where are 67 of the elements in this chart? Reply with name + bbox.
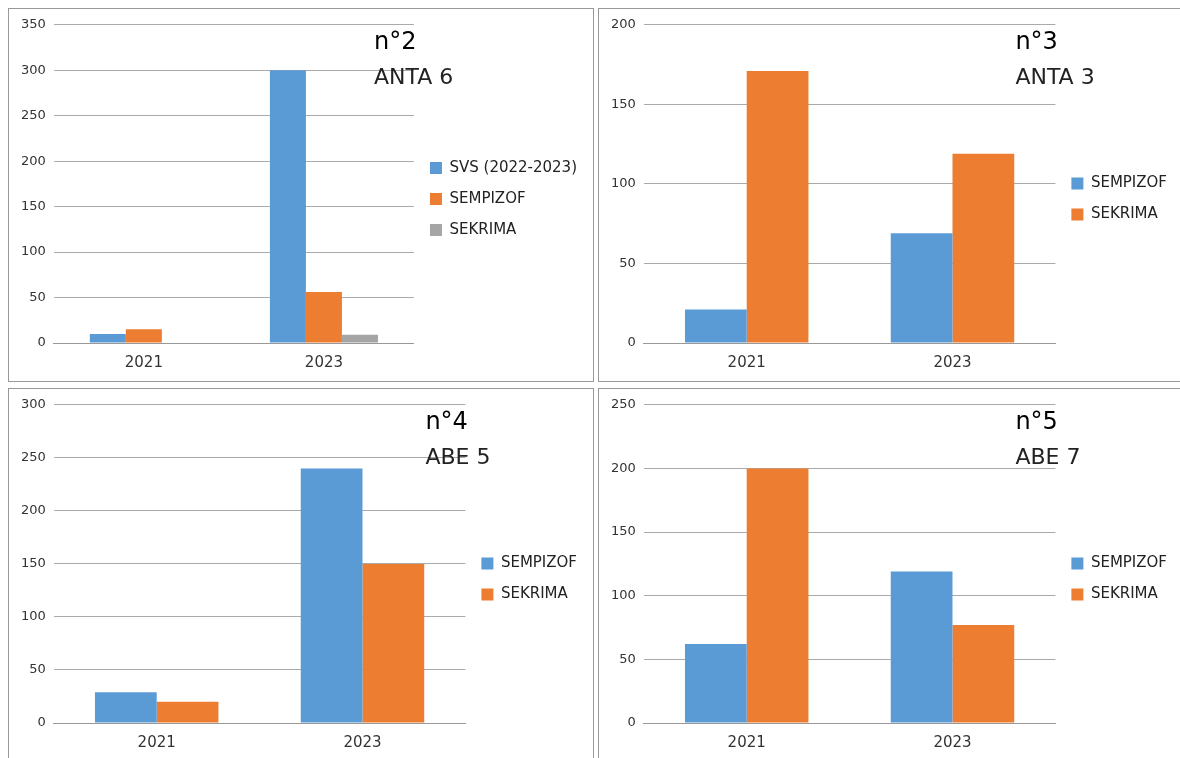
text: ANTA 6: [373, 63, 454, 89]
legend-label: SEKRIMA: [1090, 204, 1159, 223]
chart-title: n°3: [1015, 27, 1058, 56]
bar: [305, 292, 342, 343]
bar: [156, 701, 219, 723]
y-tick-label: 250: [610, 396, 636, 412]
x-tick-label: 2023: [304, 352, 344, 371]
bar: [269, 70, 306, 343]
y-tick-label: 100: [20, 243, 46, 259]
y-tick-label: 200: [20, 152, 46, 168]
y-tick-label: 150: [610, 95, 636, 111]
y-tick-label: 0: [627, 714, 636, 730]
y-tick-label: 300: [20, 396, 46, 412]
y-tick-label: 0: [627, 334, 636, 350]
y-tick-label: 50: [29, 661, 46, 677]
legend-label: SEKRIMA: [500, 584, 569, 603]
legend-label: SEKRIMA: [1090, 584, 1159, 603]
bar: [362, 563, 425, 723]
x-tick-label: 2023: [933, 732, 972, 751]
y-tick-label: 50: [619, 650, 636, 666]
y-tick-label: 0: [37, 334, 46, 350]
x-tick-label: 2021: [727, 732, 766, 751]
bar: [684, 309, 747, 343]
bar: [952, 153, 1015, 343]
y-tick-label: 50: [619, 254, 636, 270]
y-tick-label: 50: [29, 288, 46, 304]
bar: [125, 329, 162, 343]
chart-title: n°4: [425, 407, 468, 436]
x-tick-label: 2023: [343, 732, 382, 751]
y-tick-label: 100: [610, 587, 636, 603]
text: ABE 7: [1015, 443, 1081, 469]
y-tick-label: 200: [20, 502, 46, 518]
y-tick-label: 150: [20, 198, 46, 213]
chart-title: n°2: [373, 27, 417, 56]
y-tick-label: 150: [610, 523, 636, 539]
bar: [94, 692, 157, 723]
y-tick-label: 0: [37, 714, 46, 730]
x-tick-label: 2023: [933, 352, 972, 371]
y-tick-label: 200: [610, 16, 636, 32]
y-tick-label: 200: [610, 459, 636, 475]
bar: [890, 233, 953, 343]
legend-label: SEMPIZOF: [449, 188, 526, 207]
x-tick-label: 2021: [124, 352, 163, 371]
legend-label: SEMPIZOF: [1090, 553, 1167, 572]
text: ANTA 3: [1015, 63, 1095, 89]
text: ABE 5: [425, 443, 491, 469]
bar: [746, 70, 809, 343]
y-tick-label: 250: [20, 449, 46, 465]
x-tick-label: 2021: [137, 732, 176, 751]
bar: [746, 468, 809, 723]
bar: [300, 468, 363, 723]
y-tick-label: 100: [610, 175, 636, 191]
y-tick-label: 150: [20, 555, 46, 571]
y-tick-label: 300: [20, 61, 46, 77]
bar: [684, 644, 747, 723]
chart-title: n°5: [1015, 407, 1058, 436]
bar: [89, 333, 126, 343]
legend-label: SEMPIZOF: [1090, 173, 1167, 192]
bar: [952, 624, 1015, 723]
y-tick-label: 100: [20, 608, 46, 624]
y-tick-label: 250: [20, 107, 46, 123]
y-tick-label: 350: [20, 16, 46, 32]
legend-label: SVS (2022-2023): [449, 157, 578, 176]
bar: [890, 571, 953, 723]
legend-label: SEKRIMA: [449, 219, 518, 238]
x-tick-label: 2021: [727, 352, 766, 371]
legend-label: SEMPIZOF: [500, 553, 577, 572]
